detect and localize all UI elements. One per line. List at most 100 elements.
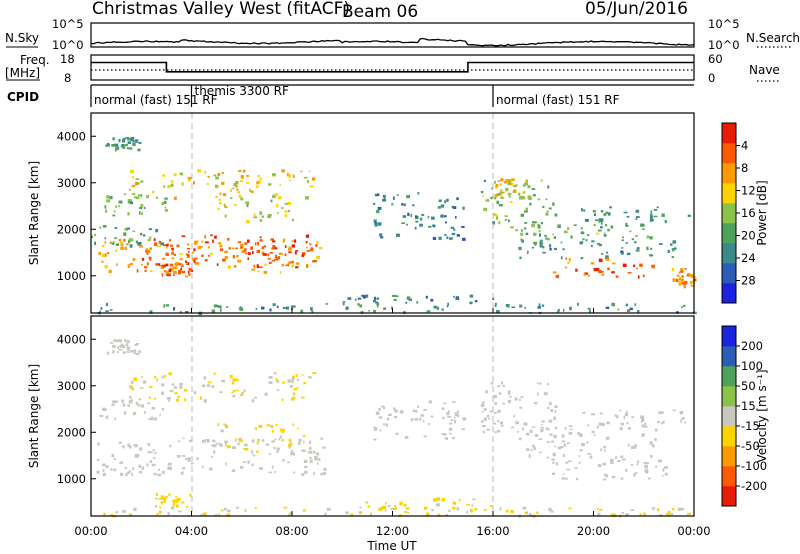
range-cell <box>279 435 282 439</box>
range-cell <box>404 511 407 514</box>
range-cell <box>224 255 228 260</box>
range-cell <box>540 179 543 182</box>
range-cell <box>447 416 451 418</box>
range-cell <box>274 438 277 441</box>
colorbar-swatch <box>722 466 736 487</box>
range-cell <box>130 399 133 402</box>
range-cell <box>288 261 293 264</box>
range-cell <box>660 422 663 425</box>
range-cell <box>424 506 428 510</box>
range-cell <box>148 418 152 421</box>
range-cell <box>537 225 541 229</box>
range-cell <box>193 260 196 263</box>
range-cell <box>309 243 312 246</box>
range-cell <box>549 401 552 406</box>
range-cell <box>110 513 113 517</box>
range-cell <box>545 198 548 201</box>
range-cell <box>582 238 585 241</box>
range-cell <box>218 513 220 517</box>
range-cell <box>643 425 648 428</box>
range-cell <box>257 438 260 442</box>
range-cell <box>597 512 601 516</box>
range-cell <box>649 219 653 222</box>
range-cell <box>102 245 105 248</box>
range-cell <box>244 508 247 513</box>
range-cell <box>680 419 682 423</box>
range-cell <box>120 472 124 476</box>
range-cell <box>257 270 260 273</box>
range-cell <box>453 416 456 419</box>
range-cell <box>496 310 500 313</box>
range-cell <box>627 444 631 447</box>
range-cell <box>663 420 665 423</box>
range-cell <box>662 468 665 472</box>
range-cell <box>373 202 376 205</box>
range-cell <box>547 383 549 386</box>
range-cell <box>561 440 566 443</box>
range-cell <box>425 512 430 516</box>
range-cell <box>284 245 287 248</box>
range-cell <box>316 255 319 259</box>
range-cell <box>469 301 473 305</box>
range-cell <box>159 413 161 416</box>
range-cell <box>309 185 314 188</box>
range-cell <box>540 222 543 225</box>
range-cell <box>250 246 253 250</box>
range-cell <box>604 473 607 477</box>
range-cell <box>445 221 447 224</box>
range-cell <box>289 384 293 388</box>
range-cell <box>508 193 511 197</box>
range-cell <box>173 173 177 176</box>
range-cell <box>554 410 557 414</box>
range-cell <box>359 304 363 308</box>
range-cell <box>291 244 295 248</box>
range-cell <box>603 445 607 449</box>
range-cell <box>425 295 428 299</box>
range-cell <box>320 437 324 440</box>
range-cell <box>275 378 278 381</box>
range-cell <box>268 381 273 384</box>
range-cell <box>268 183 272 186</box>
range-cell <box>656 206 659 209</box>
range-cell <box>554 213 558 217</box>
range-cell <box>663 466 668 469</box>
range-cell <box>387 505 391 508</box>
range-cell <box>607 267 610 271</box>
range-cell <box>496 216 498 220</box>
range-cell <box>657 459 662 463</box>
range-cell <box>644 464 648 469</box>
range-cell <box>254 507 257 509</box>
range-cell <box>259 219 263 222</box>
range-cell <box>111 404 115 406</box>
range-cell <box>99 226 101 229</box>
range-cell <box>312 177 316 181</box>
range-cell <box>384 509 387 512</box>
range-cell <box>125 343 129 347</box>
range-cell <box>162 497 167 500</box>
range-cell <box>112 214 116 217</box>
range-cell <box>552 233 554 236</box>
range-cell <box>282 381 286 384</box>
range-cell <box>167 466 172 470</box>
range-cell <box>625 513 629 517</box>
range-cell <box>127 348 129 352</box>
range-cell <box>540 426 545 429</box>
range-cell <box>173 196 177 200</box>
range-cell <box>283 506 288 509</box>
range-cell <box>539 239 543 242</box>
range-cell <box>582 411 586 414</box>
range-cell <box>276 389 280 391</box>
range-cell <box>144 266 148 269</box>
range-cell <box>142 380 147 384</box>
range-cell <box>237 259 242 263</box>
range-cell <box>495 184 499 188</box>
range-cell <box>499 421 503 425</box>
range-cell <box>304 470 308 474</box>
range-cell <box>157 468 160 471</box>
range-cell <box>109 196 113 200</box>
range-cell <box>281 439 284 442</box>
range-cell <box>259 239 263 242</box>
range-cell <box>634 472 638 475</box>
range-cell <box>306 246 308 249</box>
range-cell <box>221 172 224 174</box>
